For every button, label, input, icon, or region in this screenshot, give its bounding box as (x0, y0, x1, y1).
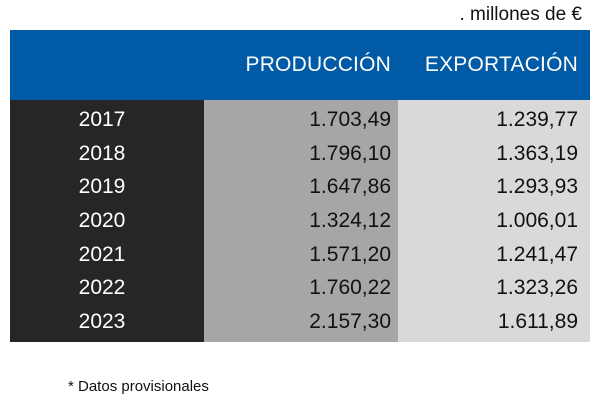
data-table: PRODUCCIÓN EXPORTACIÓN 2017 2018 2019 2020 2… (10, 30, 590, 342)
produccion-cell: 1.760,22 (309, 276, 391, 300)
exportacion-cell: 1.323,26 (496, 276, 578, 300)
year-cell: 2023 (78, 310, 126, 334)
year-cell: 2019 (78, 175, 126, 199)
produccion-cell: 1.703,49 (309, 108, 391, 131)
unit-label: . millones de € (459, 4, 582, 25)
year-cell: 2017 (78, 108, 126, 131)
year-cell: 2020 (78, 209, 126, 233)
produccion-cell: 1.571,20 (309, 242, 391, 266)
produccion-cell: 1.324,12 (309, 209, 391, 233)
produccion-cell: 1.796,10 (309, 141, 391, 165)
exportacion-cell: 1.006,01 (496, 209, 578, 233)
exportacion-cell: 1.611,89 (497, 310, 578, 334)
year-cell: 2021 (78, 242, 126, 266)
produccion-column: 1.703,49 1.796,10 1.647,86 1.324,12 1.571,20… (204, 100, 398, 342)
header-produccion: PRODUCCIÓN (245, 53, 391, 76)
year-cell: 2022 (78, 276, 126, 300)
exportacion-cell: 1.363,19 (496, 141, 578, 165)
table-header: PRODUCCIÓN EXPORTACIÓN (10, 30, 590, 100)
header-exportacion: EXPORTACIÓN (424, 53, 578, 76)
exportacion-cell: 1.241,47 (496, 242, 578, 266)
produccion-cell: 2.157,30 (309, 310, 391, 334)
exportacion-cell: 1.239,77 (496, 108, 578, 131)
table-body: 2017 2018 2019 2020 2021 2022 2023 1.703,49 1.7… (10, 100, 590, 342)
year-cell: 2018 (78, 141, 126, 165)
produccion-cell: 1.647,86 (309, 175, 391, 199)
exportacion-cell: 1.293,93 (496, 175, 578, 199)
year-column: 2017 2018 2019 2020 2021 2022 2023 (10, 100, 204, 342)
exportacion-column: 1.239,77 1.363,19 1.293,93 1.006,01 1.241,47… (398, 100, 590, 342)
footnote: * Datos provisionales (68, 378, 209, 395)
